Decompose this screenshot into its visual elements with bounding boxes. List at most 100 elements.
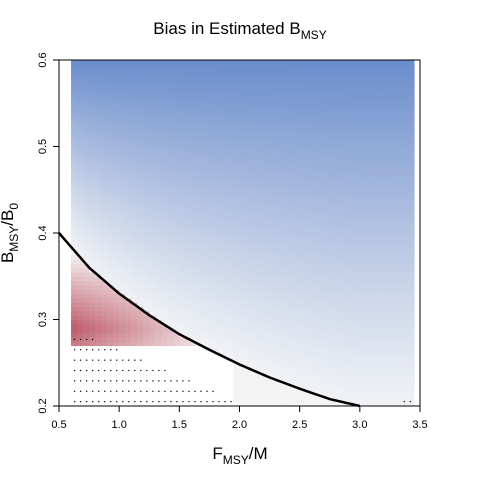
heatmap-cell bbox=[227, 293, 235, 299]
heatmap-cell bbox=[179, 133, 186, 139]
heatmap-cell bbox=[329, 133, 337, 139]
heatmap-cell bbox=[323, 68, 331, 74]
heatmap-cell bbox=[263, 250, 271, 256]
heatmap-cell bbox=[299, 207, 307, 212]
heatmap-cell bbox=[359, 233, 367, 238]
heatmap-cell bbox=[203, 207, 211, 212]
heatmap-cell bbox=[245, 172, 253, 178]
heatmap-cell bbox=[185, 323, 192, 329]
heatmap-cell bbox=[395, 64, 403, 70]
heatmap-cell bbox=[203, 194, 211, 199]
heatmap-cell bbox=[113, 336, 120, 342]
heatmap-cell bbox=[299, 250, 307, 256]
heatmap-cell bbox=[221, 341, 229, 347]
heatmap-cell bbox=[293, 90, 301, 96]
heatmap-cell bbox=[347, 163, 355, 169]
heatmap-cell bbox=[197, 315, 204, 321]
heatmap-cell bbox=[245, 358, 253, 364]
heatmap-cell bbox=[83, 241, 90, 247]
heatmap-cell bbox=[239, 388, 247, 394]
heatmap-cell bbox=[149, 194, 156, 199]
heatmap-cell bbox=[257, 90, 265, 96]
heatmap-cell bbox=[161, 90, 168, 96]
x-tick-label: 0.5 bbox=[51, 419, 66, 431]
heatmap-cell bbox=[227, 319, 235, 325]
heatmap-cell bbox=[215, 60, 223, 65]
heatmap-cell bbox=[119, 116, 126, 122]
heatmap-cell bbox=[245, 176, 253, 182]
heatmap-cell bbox=[131, 94, 138, 100]
heatmap-cell bbox=[113, 176, 120, 182]
heatmap-cell bbox=[335, 98, 343, 104]
heatmap-cell bbox=[257, 94, 265, 100]
stipple-dot bbox=[170, 390, 172, 392]
heatmap-cell bbox=[383, 293, 391, 299]
heatmap-cell bbox=[395, 237, 403, 243]
heatmap-cell bbox=[335, 181, 343, 187]
heatmap-cell bbox=[239, 341, 247, 347]
heatmap-cell bbox=[311, 323, 319, 329]
heatmap-cell bbox=[149, 64, 156, 70]
heatmap-cell bbox=[77, 211, 84, 217]
heatmap-cell bbox=[365, 215, 373, 221]
heatmap-cell bbox=[239, 358, 247, 364]
heatmap-cell bbox=[161, 297, 168, 303]
heatmap-cell bbox=[281, 137, 289, 143]
heatmap-cell bbox=[347, 116, 355, 122]
heatmap-cell bbox=[353, 306, 361, 312]
heatmap-cell bbox=[341, 393, 349, 398]
heatmap-cell bbox=[101, 94, 108, 100]
heatmap-cell bbox=[353, 289, 361, 295]
heatmap-cell bbox=[155, 302, 162, 308]
heatmap-cell bbox=[365, 107, 373, 113]
heatmap-cell bbox=[191, 284, 198, 290]
heatmap-cell bbox=[395, 241, 403, 247]
heatmap-cell bbox=[335, 315, 343, 321]
heatmap-cell bbox=[329, 146, 337, 152]
heatmap-cell bbox=[407, 289, 415, 295]
heatmap-cell bbox=[377, 233, 385, 238]
heatmap-cell bbox=[119, 263, 126, 269]
heatmap-cell bbox=[293, 176, 301, 182]
heatmap-cell bbox=[299, 220, 307, 225]
heatmap-cell bbox=[365, 81, 373, 87]
heatmap-cell bbox=[263, 310, 271, 316]
heatmap-cell bbox=[209, 168, 217, 174]
heatmap-cell bbox=[341, 90, 349, 96]
heatmap-cell bbox=[209, 328, 217, 334]
heatmap-cell bbox=[317, 302, 325, 308]
heatmap-cell bbox=[239, 163, 247, 169]
heatmap-cell bbox=[233, 211, 241, 217]
heatmap-cell bbox=[203, 159, 211, 165]
heatmap-cell bbox=[395, 371, 403, 377]
heatmap-cell bbox=[377, 237, 385, 243]
heatmap-cell bbox=[125, 116, 132, 122]
heatmap-cell bbox=[179, 155, 186, 161]
heatmap-cell bbox=[263, 142, 271, 148]
heatmap-cell bbox=[347, 349, 355, 355]
heatmap-cell bbox=[377, 401, 385, 407]
heatmap-cell bbox=[167, 124, 174, 130]
heatmap-cell bbox=[227, 137, 235, 143]
heatmap-cell bbox=[287, 367, 295, 372]
heatmap-cell bbox=[275, 220, 283, 225]
heatmap-cell bbox=[251, 289, 259, 295]
heatmap-cell bbox=[173, 315, 180, 321]
heatmap-cell bbox=[359, 146, 367, 152]
heatmap-cell bbox=[251, 349, 259, 355]
heatmap-cell bbox=[311, 60, 319, 65]
stipple-dot bbox=[91, 338, 94, 341]
heatmap-cell bbox=[113, 90, 120, 96]
heatmap-cell bbox=[257, 198, 265, 204]
heatmap-cell bbox=[113, 271, 120, 277]
heatmap-cell bbox=[155, 94, 162, 100]
heatmap-cell bbox=[233, 306, 241, 312]
heatmap-cell bbox=[203, 315, 211, 321]
heatmap-cell bbox=[143, 198, 150, 204]
heatmap-cell bbox=[71, 64, 78, 70]
heatmap-cell bbox=[155, 72, 162, 78]
heatmap-cell bbox=[293, 124, 301, 130]
heatmap-cell bbox=[335, 129, 343, 135]
heatmap-cell bbox=[215, 310, 223, 316]
heatmap-cell bbox=[341, 150, 349, 156]
